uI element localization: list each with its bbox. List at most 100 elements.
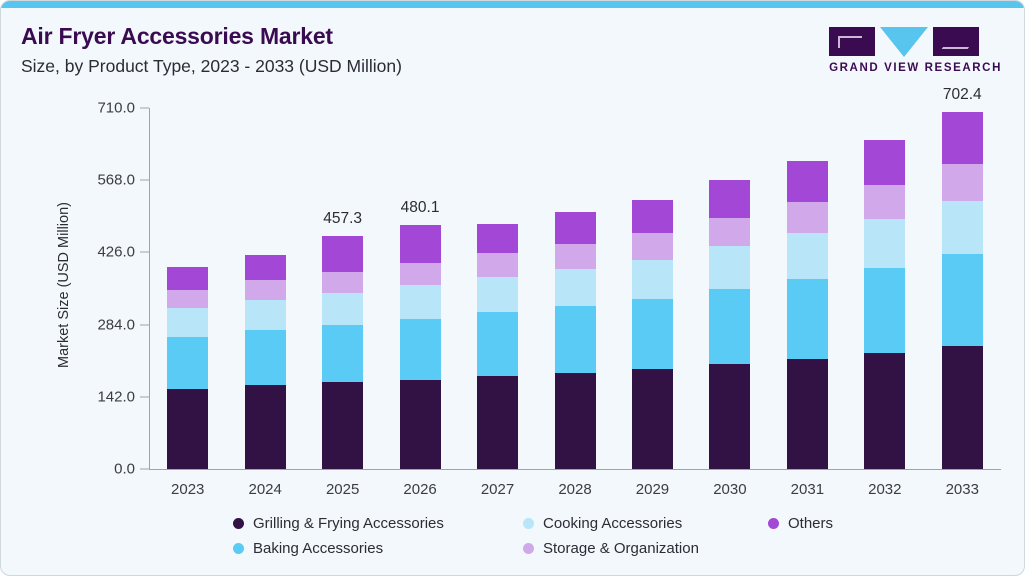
bar-column[interactable] [786,108,828,469]
x-axis-line [149,469,1001,470]
y-axis-line [149,108,150,469]
bar-segment[interactable] [554,372,596,469]
bar-segment[interactable] [941,345,983,469]
bar-segment[interactable] [399,224,441,264]
bar-segment[interactable] [322,271,364,293]
bar-segment[interactable] [167,290,209,309]
legend-item[interactable]: Others [768,515,833,532]
bar-segment[interactable] [477,276,519,313]
bar-segment[interactable] [244,255,286,281]
chart-subtitle: Size, by Product Type, 2023 - 2033 (USD … [21,56,402,76]
legend-color-dot-icon [523,543,534,554]
logo-square-right-icon [933,27,980,56]
chart-header: Air Fryer Accessories Market Size, by Pr… [21,23,402,77]
bar-column[interactable] [941,108,983,469]
bar-segment[interactable] [322,236,364,272]
y-axis-tick-label: 142.0 [97,388,135,406]
x-axis-tick-label: 2024 [248,481,282,498]
bar-segment[interactable] [631,299,673,370]
x-axis-tick-label: 2023 [171,481,205,498]
bar-segment[interactable] [244,330,286,386]
bar-segment[interactable] [554,306,596,373]
logo-wordmark: GRAND VIEW RESEARCH [829,62,1002,74]
bar-segment[interactable] [477,312,519,376]
bar-column[interactable] [244,108,286,469]
bar-segment[interactable] [167,337,209,389]
bar-segment[interactable] [864,140,906,186]
bar-column[interactable] [477,108,519,469]
y-axis-tick-mark [140,251,149,253]
bar-column[interactable] [631,108,673,469]
y-axis-tick-label: 710.0 [97,99,135,117]
legend-label: Grilling & Frying Accessories [253,515,444,532]
bar-segment[interactable] [941,164,983,202]
bar-segment[interactable] [786,359,828,469]
bar-column[interactable] [709,108,751,469]
bar-segment[interactable] [786,233,828,279]
bar-segment[interactable] [786,202,828,234]
bar-segment[interactable] [554,212,596,244]
bar-segment[interactable] [709,246,751,289]
bar-segment[interactable] [399,284,441,319]
bar-segment[interactable] [631,369,673,469]
x-axis-tick-label: 2027 [480,481,515,498]
bar-segment[interactable] [864,267,906,354]
bar-segment[interactable] [477,375,519,469]
bar-segment[interactable] [477,253,519,277]
bar-segment[interactable] [786,278,828,360]
bar-segment[interactable] [322,324,364,383]
bar-column[interactable] [554,108,596,469]
y-axis-tick-mark [140,107,149,109]
bar-column[interactable] [864,108,906,469]
x-axis-tick-label: 2032 [868,481,902,498]
bar-segment[interactable] [167,308,209,338]
bar-segment[interactable] [554,243,596,269]
bar-segment[interactable] [244,280,286,300]
bar-segment[interactable] [709,217,751,247]
legend-row: Grilling & Frying Accessories Cooking Acc… [233,511,853,536]
bar-segment[interactable] [941,111,983,165]
bar-segment[interactable] [554,268,596,307]
legend-row: Baking Accessories Storage & Organization [233,536,853,561]
bar-segment[interactable] [399,319,441,380]
y-axis-tick-mark [140,396,149,398]
bar-segment[interactable] [399,263,441,285]
legend-color-dot-icon [233,518,244,529]
logo-marks [829,27,1002,57]
bar-segment[interactable] [167,388,209,469]
legend-item[interactable]: Storage & Organization [523,540,699,557]
bar-segment[interactable] [631,199,673,234]
bar-segment[interactable] [864,353,906,469]
legend-item[interactable]: Grilling & Frying Accessories [233,515,444,532]
legend-item[interactable]: Cooking Accessories [523,515,682,532]
bar-column[interactable] [322,108,364,469]
bar-segment[interactable] [167,266,209,290]
bar-segment[interactable] [244,385,286,469]
bar-segment[interactable] [322,382,364,469]
bar-segment[interactable] [477,223,519,254]
bar-segment[interactable] [864,185,906,219]
bar-segment[interactable] [244,299,286,331]
bar-segment[interactable] [709,180,751,218]
bar-column[interactable] [399,108,441,469]
brand-logo: GRAND VIEW RESEARCH [829,27,1002,74]
bar-column[interactable] [167,108,209,469]
y-axis-tick-label: 568.0 [97,171,135,189]
bar-segment[interactable] [631,259,673,300]
bar-segment[interactable] [322,292,364,325]
legend-item[interactable]: Baking Accessories [233,540,383,557]
bar-segment[interactable] [786,160,828,203]
bar-segment[interactable] [864,218,906,268]
x-axis-tick-label: 2031 [790,481,825,498]
bar-segment[interactable] [631,233,673,260]
y-axis-tick-mark [140,179,149,181]
bar-segment[interactable] [709,364,751,469]
bar-segment[interactable] [709,289,751,365]
bar-segment[interactable] [399,379,441,469]
y-axis-tick-label: 0.0 [114,460,135,478]
y-axis-tick-label: 426.0 [97,243,135,261]
bar-segment[interactable] [941,201,983,254]
bar-segment[interactable] [941,253,983,346]
